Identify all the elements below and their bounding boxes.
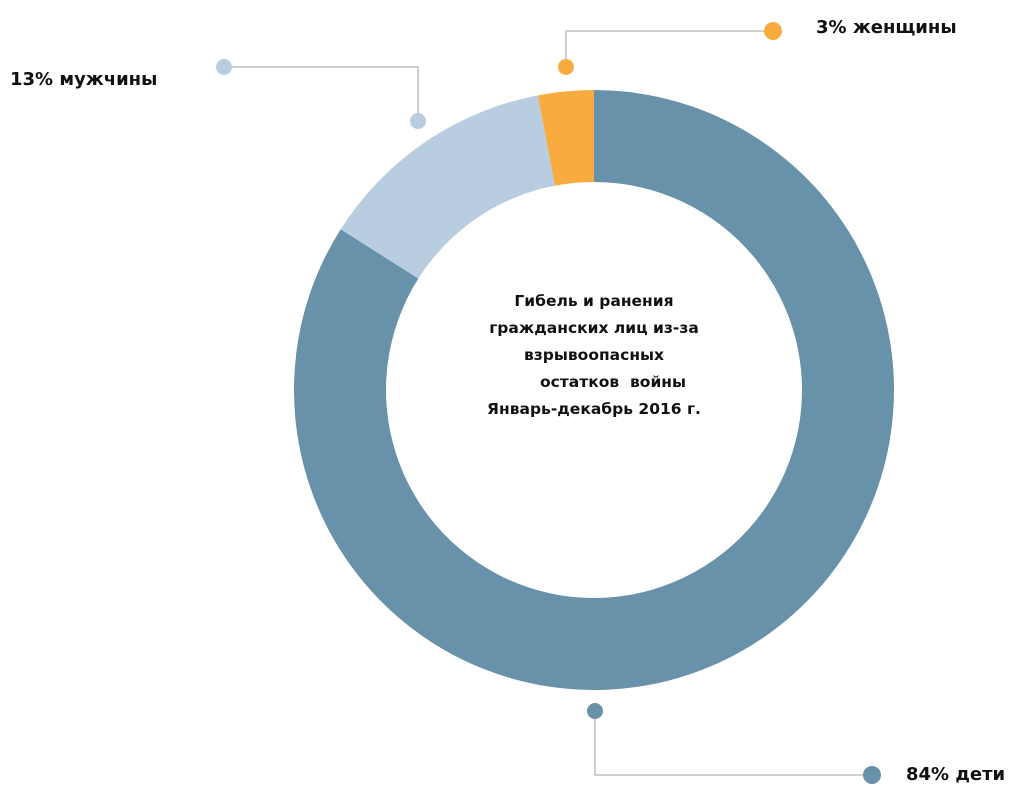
- chart-title-line-3: взрывоопасных: [523, 346, 665, 364]
- leader-line-дети: [594, 711, 872, 776]
- leader-line-женщины: [565, 30, 773, 67]
- chart-title: Гибель и ранения гражданских лиц из-за в…: [444, 288, 744, 423]
- chart-title-line-2: гражданских лиц из-за: [489, 319, 699, 337]
- leader-line-мужчины: [224, 66, 419, 121]
- donut-slice-мужчины: [340, 95, 556, 279]
- marker-dot-женщины-2: [764, 22, 782, 40]
- chart-title-line-1: Гибель и ранения: [514, 292, 674, 310]
- marker-dot-женщины-1: [558, 59, 574, 75]
- slice-label-women: 3% женщины: [816, 17, 957, 38]
- chart-title-line-5: Январь-декабрь 2016 г.: [487, 400, 701, 418]
- slice-label-men: 13% мужчины: [10, 69, 158, 90]
- marker-dot-мужчины-1: [410, 113, 426, 129]
- donut-slice-дети: [294, 90, 894, 690]
- slice-label-children: 84% дети: [906, 764, 1006, 785]
- donut-slice-женщины: [537, 90, 594, 186]
- marker-dot-мужчины-2: [216, 59, 232, 75]
- marker-dot-дети-1: [587, 703, 603, 719]
- chart-title-line-4: остатков войны: [539, 373, 687, 391]
- marker-dot-дети-2: [863, 766, 881, 784]
